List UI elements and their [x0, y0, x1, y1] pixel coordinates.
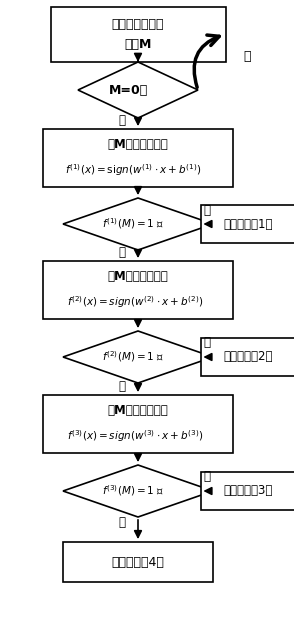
Bar [201, 472, 294, 510]
Bar [43, 129, 233, 187]
Text: 分为M: 分为M [124, 37, 152, 51]
Text: 是: 是 [244, 51, 251, 64]
Text: $f^{(2)}(M)=1$ ？: $f^{(2)}(M)=1$ ？ [102, 349, 164, 364]
Text: 将M代入判决函数: 将M代入判决函数 [108, 404, 168, 417]
Text: 否: 否 [118, 246, 126, 260]
Text: $f^{(2)}(x)=sign(w^{(2)}\cdot x+b^{(2)})$: $f^{(2)}(x)=sign(w^{(2)}\cdot x+b^{(2)})… [67, 294, 203, 310]
Polygon shape [78, 62, 198, 118]
Text: 将M代入判决函数: 将M代入判决函数 [108, 139, 168, 152]
Text: $f^{(1)}(M)=1$ ？: $f^{(1)}(M)=1$ ？ [102, 217, 164, 232]
Text: M=0？: M=0？ [108, 84, 148, 97]
Text: $f^{(3)}(M)=1$ ？: $f^{(3)}(M)=1$ ？ [102, 484, 164, 499]
Text: 安全级别为1级: 安全级别为1级 [223, 218, 273, 230]
Polygon shape [63, 331, 213, 383]
Polygon shape [63, 198, 213, 250]
Text: 测试智能终端得: 测试智能终端得 [112, 17, 164, 31]
Bar [201, 205, 294, 243]
Text: 安全级别为2级: 安全级别为2级 [223, 351, 273, 364]
Bar [43, 261, 233, 319]
FancyArrowPatch shape [194, 35, 219, 87]
Text: 是: 是 [203, 336, 210, 349]
Text: 安全级别为4级: 安全级别为4级 [111, 555, 164, 568]
Text: 否: 否 [118, 516, 126, 529]
Bar [51, 6, 225, 62]
Text: 否: 否 [118, 114, 126, 127]
Bar [43, 395, 233, 453]
Bar [63, 542, 213, 582]
Text: 是: 是 [203, 203, 210, 217]
Text: 是: 是 [203, 470, 210, 484]
Text: 将M代入判决函数: 将M代入判决函数 [108, 270, 168, 283]
Text: $f^{(1)}(x)=\mathrm{si}gn(w^{(1)}\cdot x+b^{(1)})$: $f^{(1)}(x)=\mathrm{si}gn(w^{(1)}\cdot x… [65, 162, 201, 178]
Text: 安全级别为3级: 安全级别为3级 [223, 484, 273, 497]
Text: 否: 否 [118, 380, 126, 393]
Text: $f^{(3)}(x)=sign(w^{(3)}\cdot x+b^{(3)})$: $f^{(3)}(x)=sign(w^{(3)}\cdot x+b^{(3)})… [67, 428, 203, 444]
Bar [201, 338, 294, 376]
Polygon shape [63, 465, 213, 517]
